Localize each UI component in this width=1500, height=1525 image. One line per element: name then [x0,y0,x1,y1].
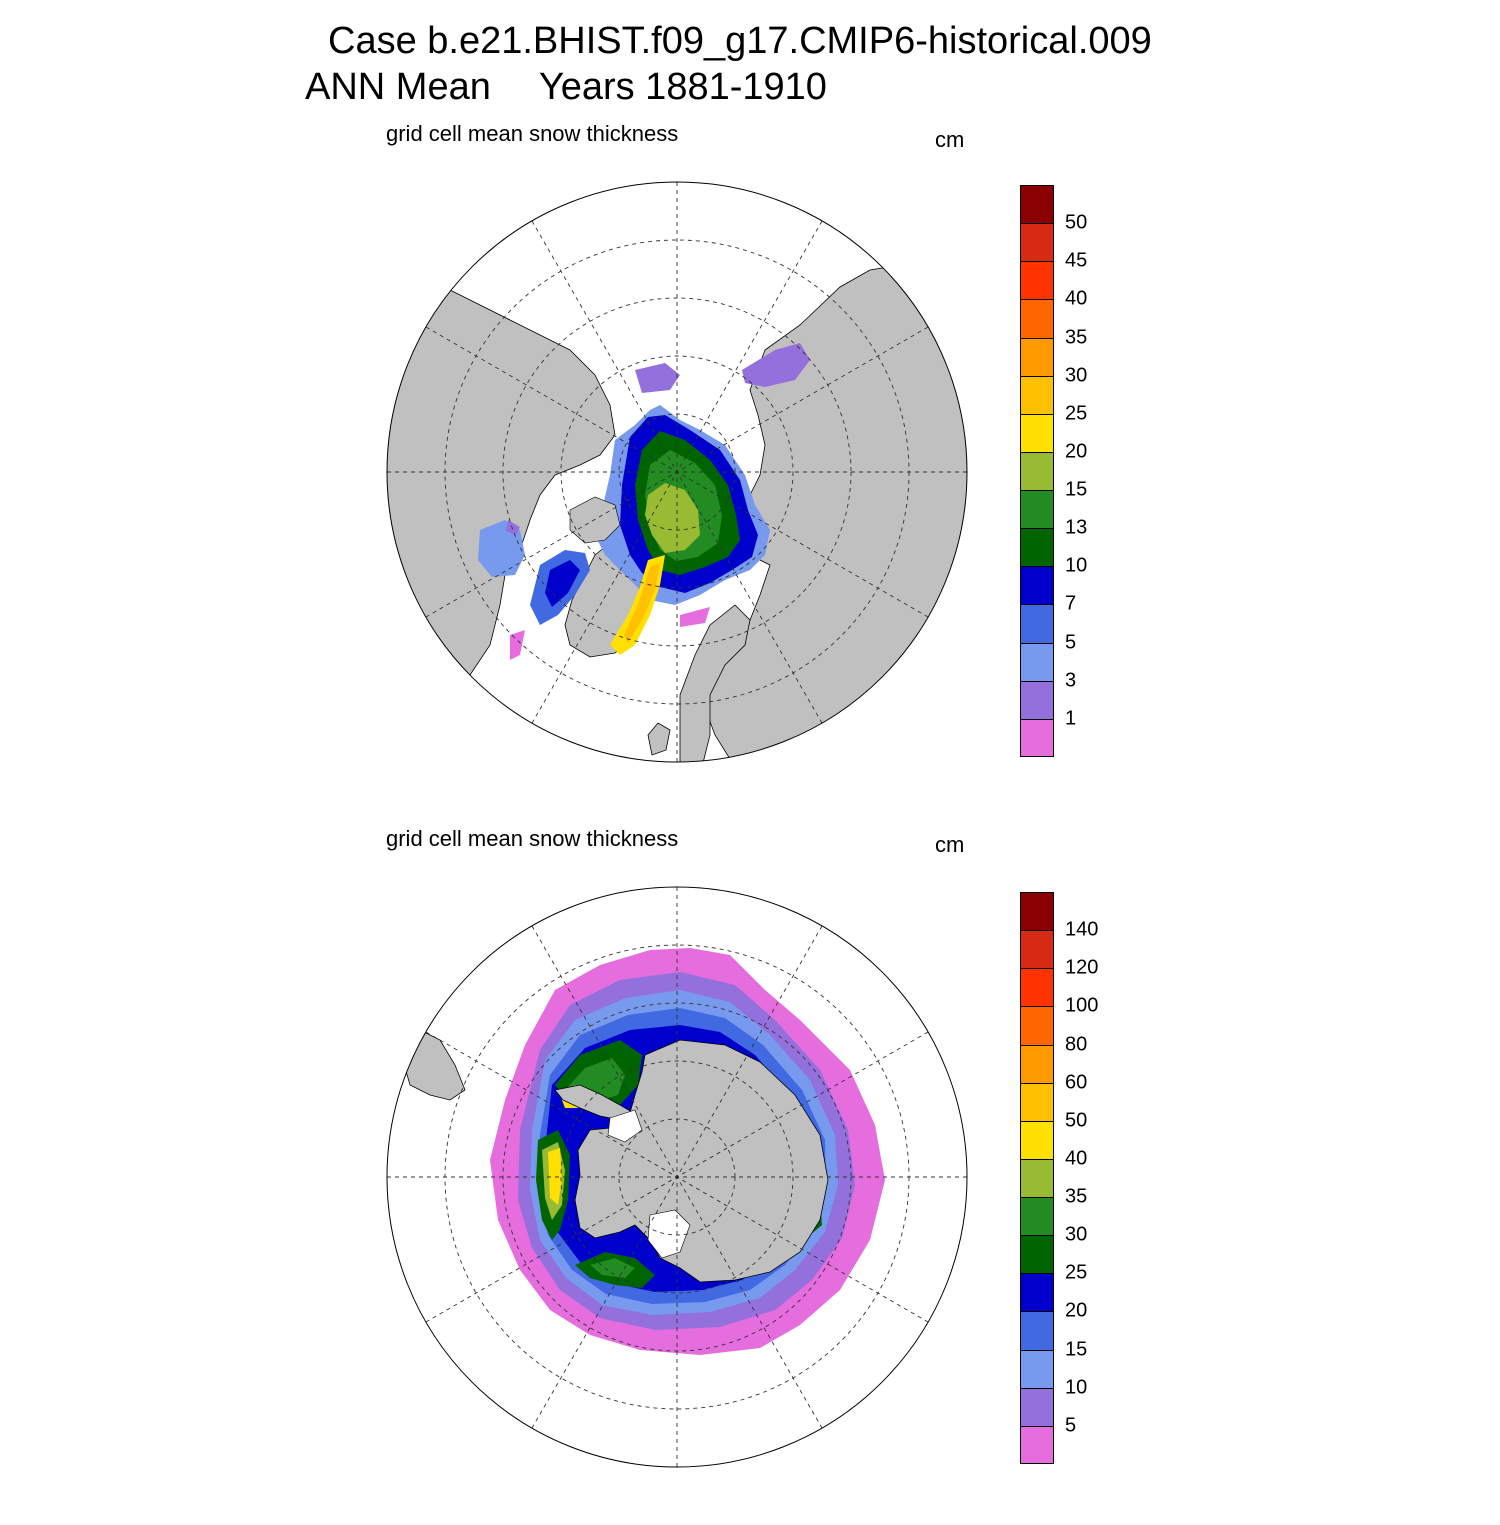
colorbar-swatch [1020,1387,1054,1426]
colorbar-label: 1 [1065,707,1077,730]
colorbar-label: 80 [1065,1033,1088,1056]
colorbar-swatch [1020,375,1054,414]
sh-map-border [386,886,968,1468]
colorbar-swatch [1020,261,1054,300]
colorbar-label: 13 [1065,516,1088,539]
colorbar-swatch [1020,185,1054,224]
nh-seaice-orange [624,563,660,643]
nh-seaice-lightgreen [645,483,700,553]
colorbar-label: 30 [1065,364,1088,387]
colorbar-swatch [1020,528,1054,567]
sh-polar-map [386,886,968,1468]
colorbar-label: 5 [1065,631,1077,654]
colorbar-label: 35 [1065,1185,1088,1208]
sh-variable-label: grid cell mean snow thickness [386,826,679,851]
sh-weddell-ice-shelf [607,1109,643,1143]
figure-title-period: ANN Mean Years 1881-1910 [305,66,827,109]
nh-fringe-labrador [510,630,525,660]
colorbar-swatch [1020,930,1054,969]
colorbar-swatch [1020,892,1054,931]
colorbar-swatch [1020,1349,1054,1388]
colorbar-label: 50 [1065,211,1088,234]
colorbar-swatch [1020,490,1054,529]
colorbar-label: 20 [1065,440,1088,463]
season-label: ANN Mean [305,66,491,108]
colorbar-swatch [1020,566,1054,605]
colorbar-swatch [1020,1425,1054,1464]
colorbar-label: 5 [1065,1414,1077,1437]
colorbar-swatch [1020,1158,1054,1198]
colorbar-label: 7 [1065,592,1077,615]
colorbar-swatch [1020,1197,1054,1236]
colorbar-swatch [1020,1311,1054,1350]
colorbar-label: 15 [1065,1338,1088,1361]
colorbar-swatch [1020,1120,1054,1159]
colorbar-swatch [1020,223,1054,262]
nh-land-europe [679,604,751,762]
colorbar-label: 40 [1065,287,1088,310]
nh-bering-ice [635,363,680,393]
nh-fringe-barents [680,607,710,627]
nh-colorbar: 50 45 40 35 30 25 20 15 13 10 7 5 3 1 [1020,185,1110,757]
colorbar-label: 25 [1065,402,1088,425]
colorbar-label: 140 [1065,918,1099,941]
nh-land-britain [647,722,671,756]
nh-variable-label: grid cell mean snow thickness [386,121,679,146]
colorbar-swatch [1020,1044,1054,1083]
colorbar-swatch [1020,680,1054,719]
colorbar-swatch [1020,642,1054,681]
years-label: Years 1881-1910 [538,66,827,108]
colorbar-label: 60 [1065,1071,1088,1094]
colorbar-label: 100 [1065,994,1099,1017]
colorbar-label: 20 [1065,1299,1088,1322]
sh-ross-green [590,1258,635,1278]
colorbar-swatch [1020,604,1054,643]
sh-colorbar: 140 120 100 80 60 50 40 35 30 25 20 15 10 5 [1020,892,1110,1464]
colorbar-swatch [1020,1082,1054,1121]
nh-hudson-bay-edge [506,520,520,535]
colorbar-swatch [1020,413,1054,452]
colorbar-label: 120 [1065,956,1099,979]
colorbar-label: 45 [1065,249,1088,272]
colorbar-label: 10 [1065,1376,1088,1399]
nh-units-label: cm [935,127,965,152]
colorbar-swatch [1020,1006,1054,1045]
colorbar-swatch [1020,1235,1054,1274]
nh-map-border [386,181,968,763]
colorbar-label: 10 [1065,554,1088,577]
figure-title-case: Case b.e21.BHIST.f09_g17.CMIP6-historica… [328,20,1152,62]
colorbar-swatch [1020,337,1054,376]
sh-panel: grid cell mean snow thickness cm [0,820,1500,1525]
colorbar-swatch [1020,718,1054,757]
nh-graticule [387,182,967,762]
colorbar-swatch [1020,299,1054,338]
colorbar-label: 25 [1065,1261,1088,1284]
colorbar-swatch [1020,968,1054,1007]
colorbar-label: 40 [1065,1147,1088,1170]
colorbar-label: 50 [1065,1109,1088,1132]
nh-okhotsk-ice [742,343,810,387]
colorbar-swatch [1020,451,1054,491]
sh-graticule [387,887,967,1467]
colorbar-label: 15 [1065,478,1088,501]
colorbar-swatch [1020,1273,1054,1312]
nh-hudson-bay [478,520,525,577]
colorbar-label: 35 [1065,326,1088,349]
nh-polar-map [386,181,968,763]
colorbar-label: 30 [1065,1223,1088,1246]
sh-units-label: cm [935,832,965,857]
nh-panel: grid cell mean snow thickness cm [0,115,1500,820]
sh-west-yellow [548,1148,562,1205]
colorbar-label: 3 [1065,669,1077,692]
